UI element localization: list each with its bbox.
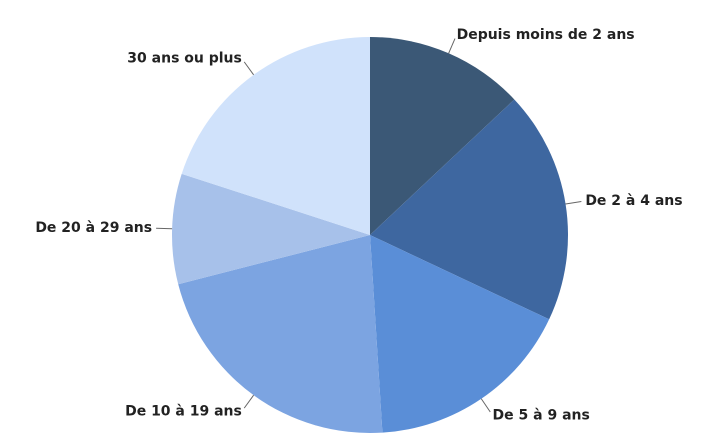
slice-label: Depuis moins de 2 ans xyxy=(457,27,635,43)
pie-slice xyxy=(178,235,383,433)
slice-label: De 2 à 4 ans xyxy=(585,193,682,209)
pie-slice xyxy=(181,37,370,235)
leader-line xyxy=(448,38,456,54)
slice-label: 30 ans ou plus xyxy=(127,51,242,67)
slice-label: De 5 à 9 ans xyxy=(493,407,590,423)
pie-slice xyxy=(172,173,370,285)
pie-slice xyxy=(370,99,568,320)
pie-slice xyxy=(370,235,550,433)
leader-line xyxy=(565,201,582,205)
leader-line xyxy=(243,61,255,76)
pie-slice xyxy=(370,37,515,235)
slice-label: De 20 à 29 ans xyxy=(35,220,152,236)
slice-label: De 10 à 19 ans xyxy=(125,403,242,419)
leader-line xyxy=(480,398,491,413)
leader-line xyxy=(156,227,173,230)
leader-line xyxy=(243,394,255,409)
